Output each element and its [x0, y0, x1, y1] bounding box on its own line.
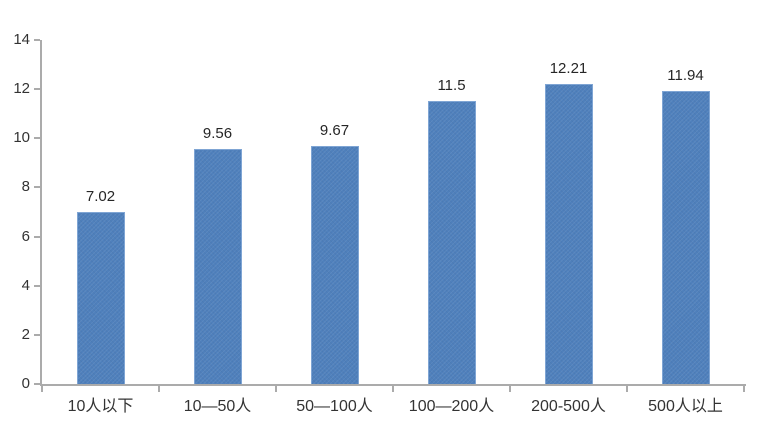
y-axis-tick — [34, 39, 40, 41]
bar-value-label: 11.5 — [437, 77, 466, 95]
y-axis-tick-label: 2 — [21, 325, 30, 343]
x-axis-tick — [158, 386, 160, 392]
y-axis-line — [40, 40, 42, 384]
x-axis-tick — [392, 386, 394, 392]
bar — [661, 90, 710, 384]
y-axis-tick — [34, 235, 40, 238]
y-axis-tick — [34, 137, 40, 140]
y-axis-tick-label: 14 — [13, 31, 30, 48]
x-axis-category-label: 500人以上 — [648, 398, 723, 415]
x-axis-tick — [743, 386, 745, 392]
y-axis-tick-label: 12 — [13, 80, 30, 98]
x-axis-tick — [509, 386, 511, 392]
y-axis-tick-label: 6 — [21, 227, 30, 245]
plot-area: 0 2 4 6 8 10 12 14 7.02 9.56 9.67 11.5 12.21 11.94 1… — [13, 32, 746, 415]
x-axis-category-label: 100—200人 — [408, 398, 495, 415]
x-axis-category-label: 50—100人 — [296, 398, 373, 415]
bar — [544, 83, 593, 384]
y-axis-tick — [34, 186, 40, 189]
x-axis-line — [40, 384, 746, 386]
y-axis-tick — [34, 88, 40, 91]
bar-cell: 9.56 — [159, 40, 276, 384]
x-axis-category-label: 10人以下 — [67, 398, 134, 415]
bar-cell: 7.02 — [42, 40, 159, 384]
bar — [310, 146, 359, 384]
y-axis-tick — [34, 383, 40, 385]
x-axis-tick — [626, 386, 628, 392]
bar-value-label: 9.67 — [319, 122, 350, 140]
x-axis-tick — [275, 386, 277, 392]
bar — [427, 101, 476, 384]
bar — [76, 211, 125, 384]
bar-cell: 11.5 — [393, 40, 510, 384]
bar-value-label: 11.94 — [667, 66, 704, 84]
bar-cell: 11.94 — [627, 40, 744, 384]
bar-value-label: 7.02 — [85, 187, 116, 205]
y-axis-tick-label: 10 — [13, 129, 30, 147]
bar-value-label: 12.21 — [549, 59, 588, 77]
bar-cell: 12.21 — [510, 40, 627, 384]
y-axis-tick-label: 8 — [21, 178, 30, 196]
bar-value-label: 9.56 — [202, 125, 233, 143]
x-axis-tick — [41, 386, 43, 392]
y-axis-tick — [34, 333, 40, 336]
y-axis-tick-label: 4 — [21, 276, 30, 294]
bar-cell: 9.67 — [276, 40, 393, 384]
bar — [193, 149, 242, 384]
x-axis-category-label: 200-500人 — [531, 398, 606, 415]
y-axis-tick — [34, 284, 40, 287]
y-axis-tick-label: 0 — [21, 375, 30, 392]
x-axis-category-label: 10—50人 — [183, 398, 252, 415]
